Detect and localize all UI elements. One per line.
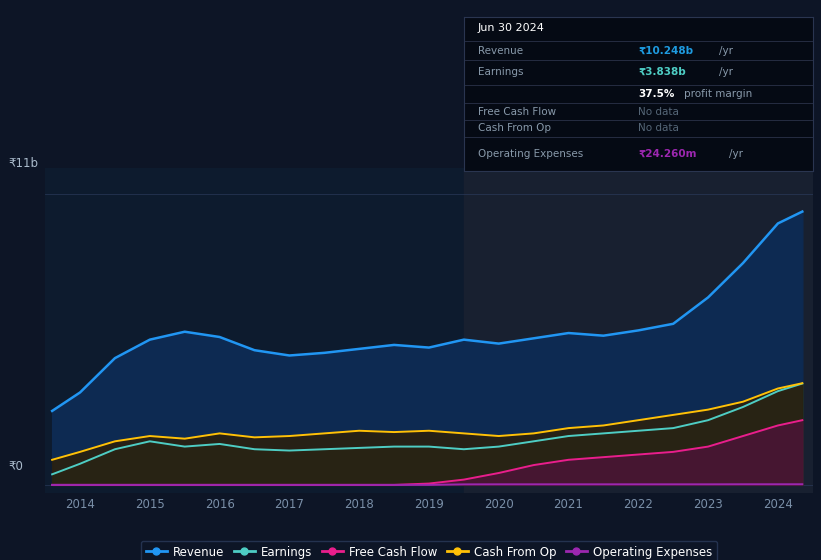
Text: ₹3.838b: ₹3.838b [639, 67, 686, 77]
Text: Operating Expenses: Operating Expenses [478, 149, 583, 159]
Legend: Revenue, Earnings, Free Cash Flow, Cash From Op, Operating Expenses: Revenue, Earnings, Free Cash Flow, Cash … [141, 541, 717, 560]
Text: ₹0: ₹0 [8, 460, 23, 473]
Text: Earnings: Earnings [478, 67, 523, 77]
Text: ₹24.260m: ₹24.260m [639, 149, 697, 159]
Text: Revenue: Revenue [478, 46, 523, 55]
Bar [464, 168, 813, 493]
Text: No data: No data [639, 106, 679, 116]
Text: ₹10.248b: ₹10.248b [639, 46, 694, 55]
Text: 37.5%: 37.5% [639, 89, 675, 99]
Text: profit margin: profit margin [684, 89, 752, 99]
Text: Jun 30 2024: Jun 30 2024 [478, 24, 544, 34]
Text: Cash From Op: Cash From Op [478, 123, 551, 133]
Text: /yr: /yr [718, 46, 732, 55]
Text: No data: No data [639, 123, 679, 133]
Text: /yr: /yr [718, 67, 732, 77]
Text: ₹11b: ₹11b [8, 157, 39, 170]
Text: /yr: /yr [729, 149, 743, 159]
Text: Free Cash Flow: Free Cash Flow [478, 106, 556, 116]
